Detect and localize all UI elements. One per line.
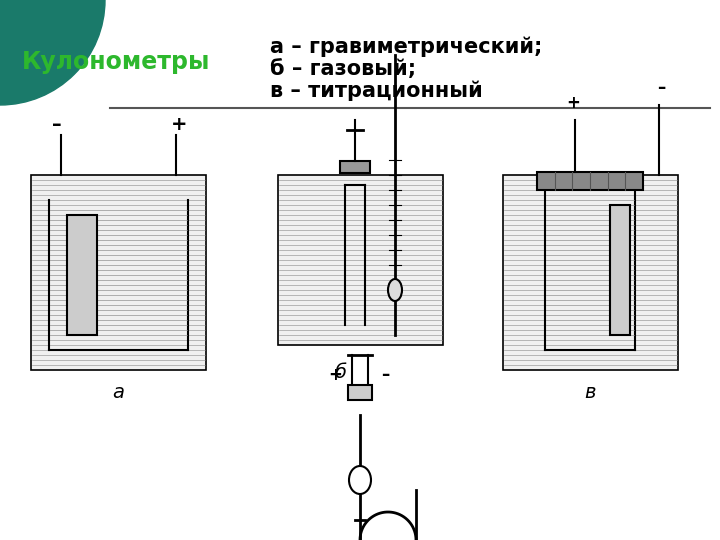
Text: +: +: [566, 94, 580, 112]
Text: в – титрационный: в – титрационный: [270, 81, 482, 102]
Text: а – гравиметрический;: а – гравиметрический;: [270, 37, 542, 57]
Bar: [277, 175, 443, 345]
Bar: [348, 385, 372, 400]
Bar: [30, 175, 205, 370]
Text: в: в: [584, 382, 595, 402]
Text: –: –: [657, 79, 665, 97]
Text: –: –: [381, 366, 389, 384]
Text: б – газовый;: б – газовый;: [270, 59, 416, 79]
Circle shape: [0, 0, 105, 105]
Text: б: б: [334, 363, 346, 382]
Bar: [503, 175, 678, 370]
Ellipse shape: [349, 466, 371, 494]
Bar: [66, 215, 96, 335]
Text: Кулонометры: Кулонометры: [22, 50, 210, 74]
Text: а: а: [112, 382, 124, 402]
Ellipse shape: [388, 279, 402, 301]
Bar: [537, 172, 643, 190]
Text: +: +: [328, 366, 342, 384]
Bar: [340, 161, 370, 173]
Text: –: –: [52, 116, 61, 134]
Text: +: +: [171, 116, 188, 134]
Bar: [610, 205, 630, 335]
